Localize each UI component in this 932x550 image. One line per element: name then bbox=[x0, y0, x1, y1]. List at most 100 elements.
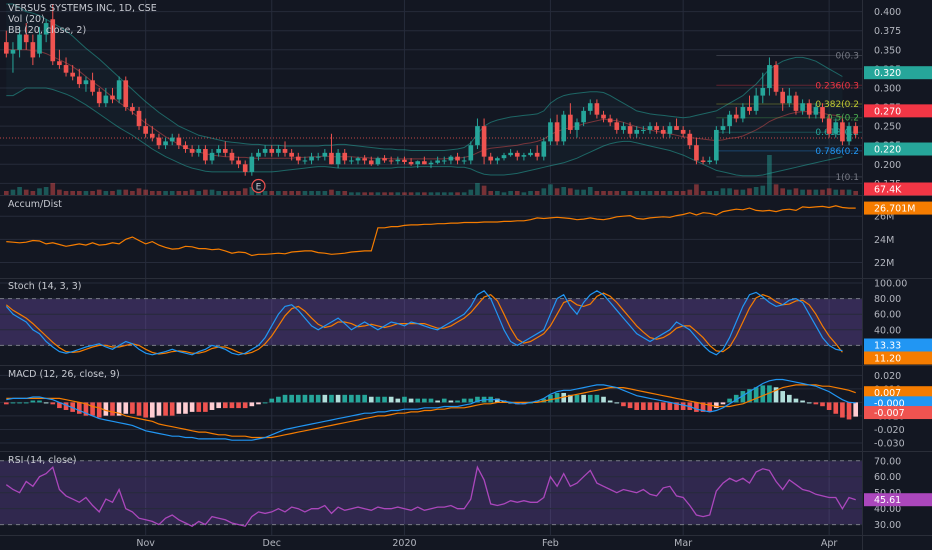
volume-bar bbox=[727, 188, 732, 195]
macd-histogram-bar bbox=[289, 394, 294, 403]
y-tick-label: 0.250 bbox=[874, 122, 901, 133]
candle-body bbox=[57, 61, 62, 66]
volume-bar bbox=[561, 187, 567, 195]
candle-body bbox=[667, 126, 673, 134]
volume-bar bbox=[203, 189, 208, 195]
macd-histogram-bar bbox=[196, 402, 202, 412]
volume-bar bbox=[747, 188, 752, 195]
candle-body bbox=[727, 114, 732, 127]
macd-histogram-bar bbox=[727, 398, 732, 403]
volume-bar bbox=[475, 183, 480, 195]
stoch-tag-label: 11.20 bbox=[874, 354, 901, 365]
candle-body bbox=[402, 159, 407, 162]
macd-histogram-bar bbox=[614, 402, 620, 404]
candle-body bbox=[163, 141, 168, 146]
macd-histogram-bar bbox=[362, 394, 367, 403]
macd-histogram-bar bbox=[203, 402, 208, 412]
volume-bar bbox=[70, 191, 75, 195]
macd-histogram-bar bbox=[282, 394, 288, 403]
macd-histogram-bar bbox=[57, 402, 62, 409]
candle-body bbox=[787, 95, 792, 104]
volume-bar bbox=[514, 191, 520, 195]
volume-bar bbox=[627, 191, 633, 195]
volume-bar bbox=[773, 184, 779, 195]
macd-line bbox=[6, 378, 856, 441]
volume-bar bbox=[136, 188, 142, 195]
macd-histogram-bar bbox=[216, 402, 221, 409]
candle-body bbox=[554, 122, 560, 142]
volume-bar bbox=[780, 188, 786, 195]
candle-body bbox=[641, 129, 646, 131]
volume-bar bbox=[733, 189, 739, 195]
stoch-d-line bbox=[5, 292, 843, 355]
candle-body bbox=[222, 149, 228, 153]
accum-dist-line bbox=[6, 205, 856, 257]
macd-histogram-bar bbox=[209, 402, 215, 410]
macd-histogram-bar bbox=[76, 402, 82, 414]
volume-bar bbox=[90, 191, 95, 195]
volume-bar bbox=[687, 189, 693, 195]
stoch-tag-label: 13.33 bbox=[874, 341, 901, 352]
macd-signal-line bbox=[6, 384, 856, 439]
macd-histogram-bar bbox=[256, 402, 261, 405]
volume-bar bbox=[123, 189, 129, 195]
macd-histogram-bar bbox=[833, 402, 839, 414]
candle-body bbox=[276, 149, 281, 153]
price-tag bbox=[864, 142, 932, 156]
macd-histogram-bar bbox=[793, 398, 799, 403]
candle-body bbox=[23, 34, 29, 43]
volume-bar bbox=[813, 189, 819, 195]
macd-histogram-bar bbox=[269, 398, 275, 403]
volume-bar bbox=[169, 191, 175, 195]
candle-body bbox=[169, 137, 175, 142]
x-tick-feb: Feb bbox=[542, 538, 559, 549]
macd-histogram-bar bbox=[601, 396, 606, 403]
macd-histogram-bar bbox=[733, 394, 739, 403]
macd-histogram-bar bbox=[747, 389, 752, 403]
candle-body bbox=[581, 110, 586, 123]
volume-bar bbox=[800, 189, 805, 195]
volume-bar bbox=[441, 192, 447, 195]
y-tick-label: 40.00 bbox=[874, 325, 901, 336]
candle-body bbox=[521, 155, 527, 157]
macd-histogram-bar bbox=[468, 398, 474, 403]
macd-histogram-bar bbox=[707, 402, 713, 412]
macd-histogram-bar bbox=[767, 385, 772, 403]
volume-bar bbox=[455, 192, 460, 195]
volume-bar bbox=[714, 191, 719, 195]
candle-body bbox=[83, 80, 89, 85]
volume-bar bbox=[501, 192, 507, 195]
candle-body bbox=[103, 95, 109, 104]
fib-label-0.786: 0.786(0.2 bbox=[815, 147, 859, 157]
macd-histogram-bar bbox=[395, 398, 401, 403]
volume-bar bbox=[787, 189, 792, 195]
volume-bar bbox=[568, 188, 573, 195]
volume-bar bbox=[57, 189, 62, 195]
volume-bar bbox=[309, 191, 314, 195]
x-tick-2020: 2020 bbox=[392, 538, 416, 549]
volume-bar bbox=[282, 191, 288, 195]
macd-histogram-bar bbox=[368, 396, 374, 403]
candle-body bbox=[607, 118, 613, 123]
y-tick-label: 22M bbox=[874, 258, 894, 269]
candle-body bbox=[694, 145, 699, 161]
price-tag-label: 0.007 bbox=[874, 388, 901, 399]
volume-bar bbox=[209, 189, 215, 195]
macd-histogram-bar bbox=[342, 394, 348, 403]
price-tag-label: -0.007 bbox=[874, 408, 905, 419]
candle-body bbox=[315, 156, 321, 158]
candle-body bbox=[800, 103, 805, 111]
candle-body bbox=[3, 42, 9, 54]
volume-bar bbox=[694, 184, 699, 195]
candle-body bbox=[773, 65, 779, 92]
volume-bar bbox=[587, 187, 593, 195]
macd-histogram-bar bbox=[554, 392, 560, 403]
volume-bar bbox=[289, 191, 294, 195]
volume-bar bbox=[660, 191, 666, 195]
x-axis: Nov Dec 2020 Feb Mar Apr bbox=[136, 538, 837, 549]
volume-bar bbox=[242, 188, 248, 195]
volume-bar bbox=[647, 191, 653, 195]
candle-body bbox=[63, 65, 69, 73]
